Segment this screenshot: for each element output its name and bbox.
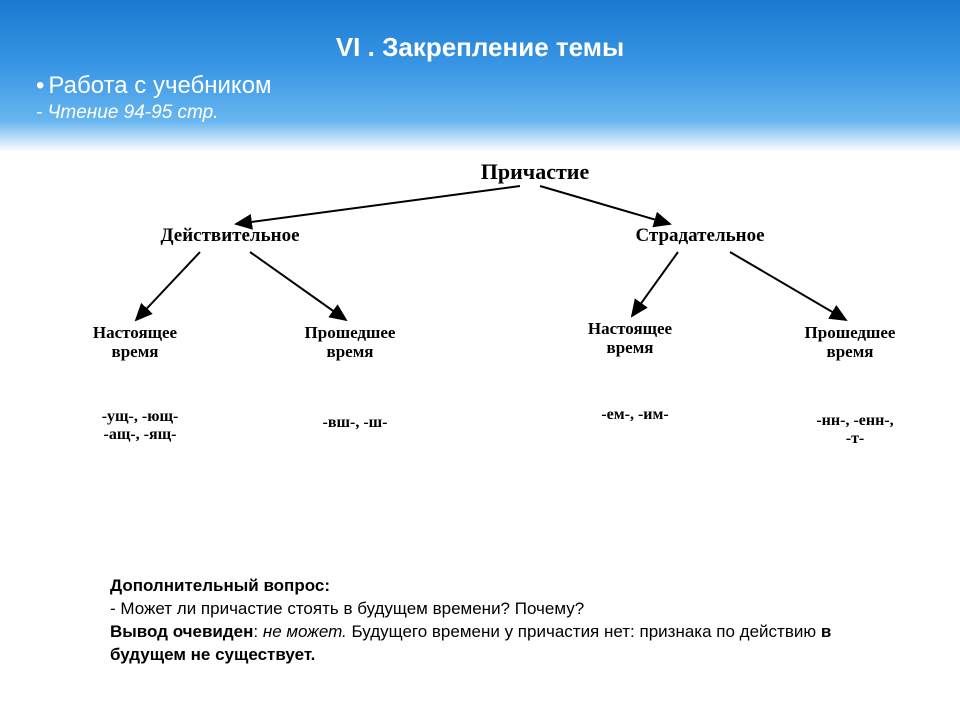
conclusion-colon: : (253, 622, 262, 641)
participle-tree-diagram: Причастие Действительное Страдательное Н… (30, 152, 930, 492)
tree-edge (236, 186, 520, 224)
tree-edge (632, 252, 678, 316)
suffix-active-past: -вш-, -ш- (285, 414, 425, 432)
bullet-work-with-textbook: Работа с учебником (36, 72, 272, 100)
conclusion-plain: Будущего времени у причастия нет: призна… (347, 622, 821, 641)
node-active-present: Настоящее время (70, 324, 200, 361)
question-conclusion: Вывод очевиден: не может. Будущего време… (110, 621, 870, 667)
node-active: Действительное (140, 226, 320, 247)
question-text: - Может ли причастие стоять в будущем вр… (110, 598, 870, 621)
question-title: Дополнительный вопрос: (110, 575, 870, 598)
suffix-passive-past: -нн-, -енн-, -т- (785, 412, 925, 447)
node-passive: Страдательное (610, 226, 790, 247)
tree-edge (730, 252, 846, 320)
header-gradient: VI . Закрепление темы Работа с учебником… (0, 0, 960, 152)
subline-reading-pages: - Чтение 94-95 стр. (36, 102, 219, 124)
slide-title: VI . Закрепление темы (0, 32, 960, 63)
node-passive-present: Настоящее время (565, 320, 695, 357)
node-active-past: Прошедшее время (285, 324, 415, 361)
tree-edge (250, 252, 346, 320)
node-passive-past: Прошедшее время (785, 324, 915, 361)
suffix-passive-present: -ем-, -им- (565, 406, 705, 424)
additional-question-block: Дополнительный вопрос: - Может ли причас… (110, 575, 870, 667)
tree-edge (136, 252, 200, 320)
suffix-active-present: -ущ-, -ющ- -ащ-, -ящ- (70, 408, 210, 443)
node-root-prichastie: Причастие (470, 160, 600, 184)
conclusion-italic: не может. (263, 622, 347, 641)
conclusion-prefix: Вывод очевиден (110, 622, 253, 641)
tree-edge (540, 186, 670, 224)
